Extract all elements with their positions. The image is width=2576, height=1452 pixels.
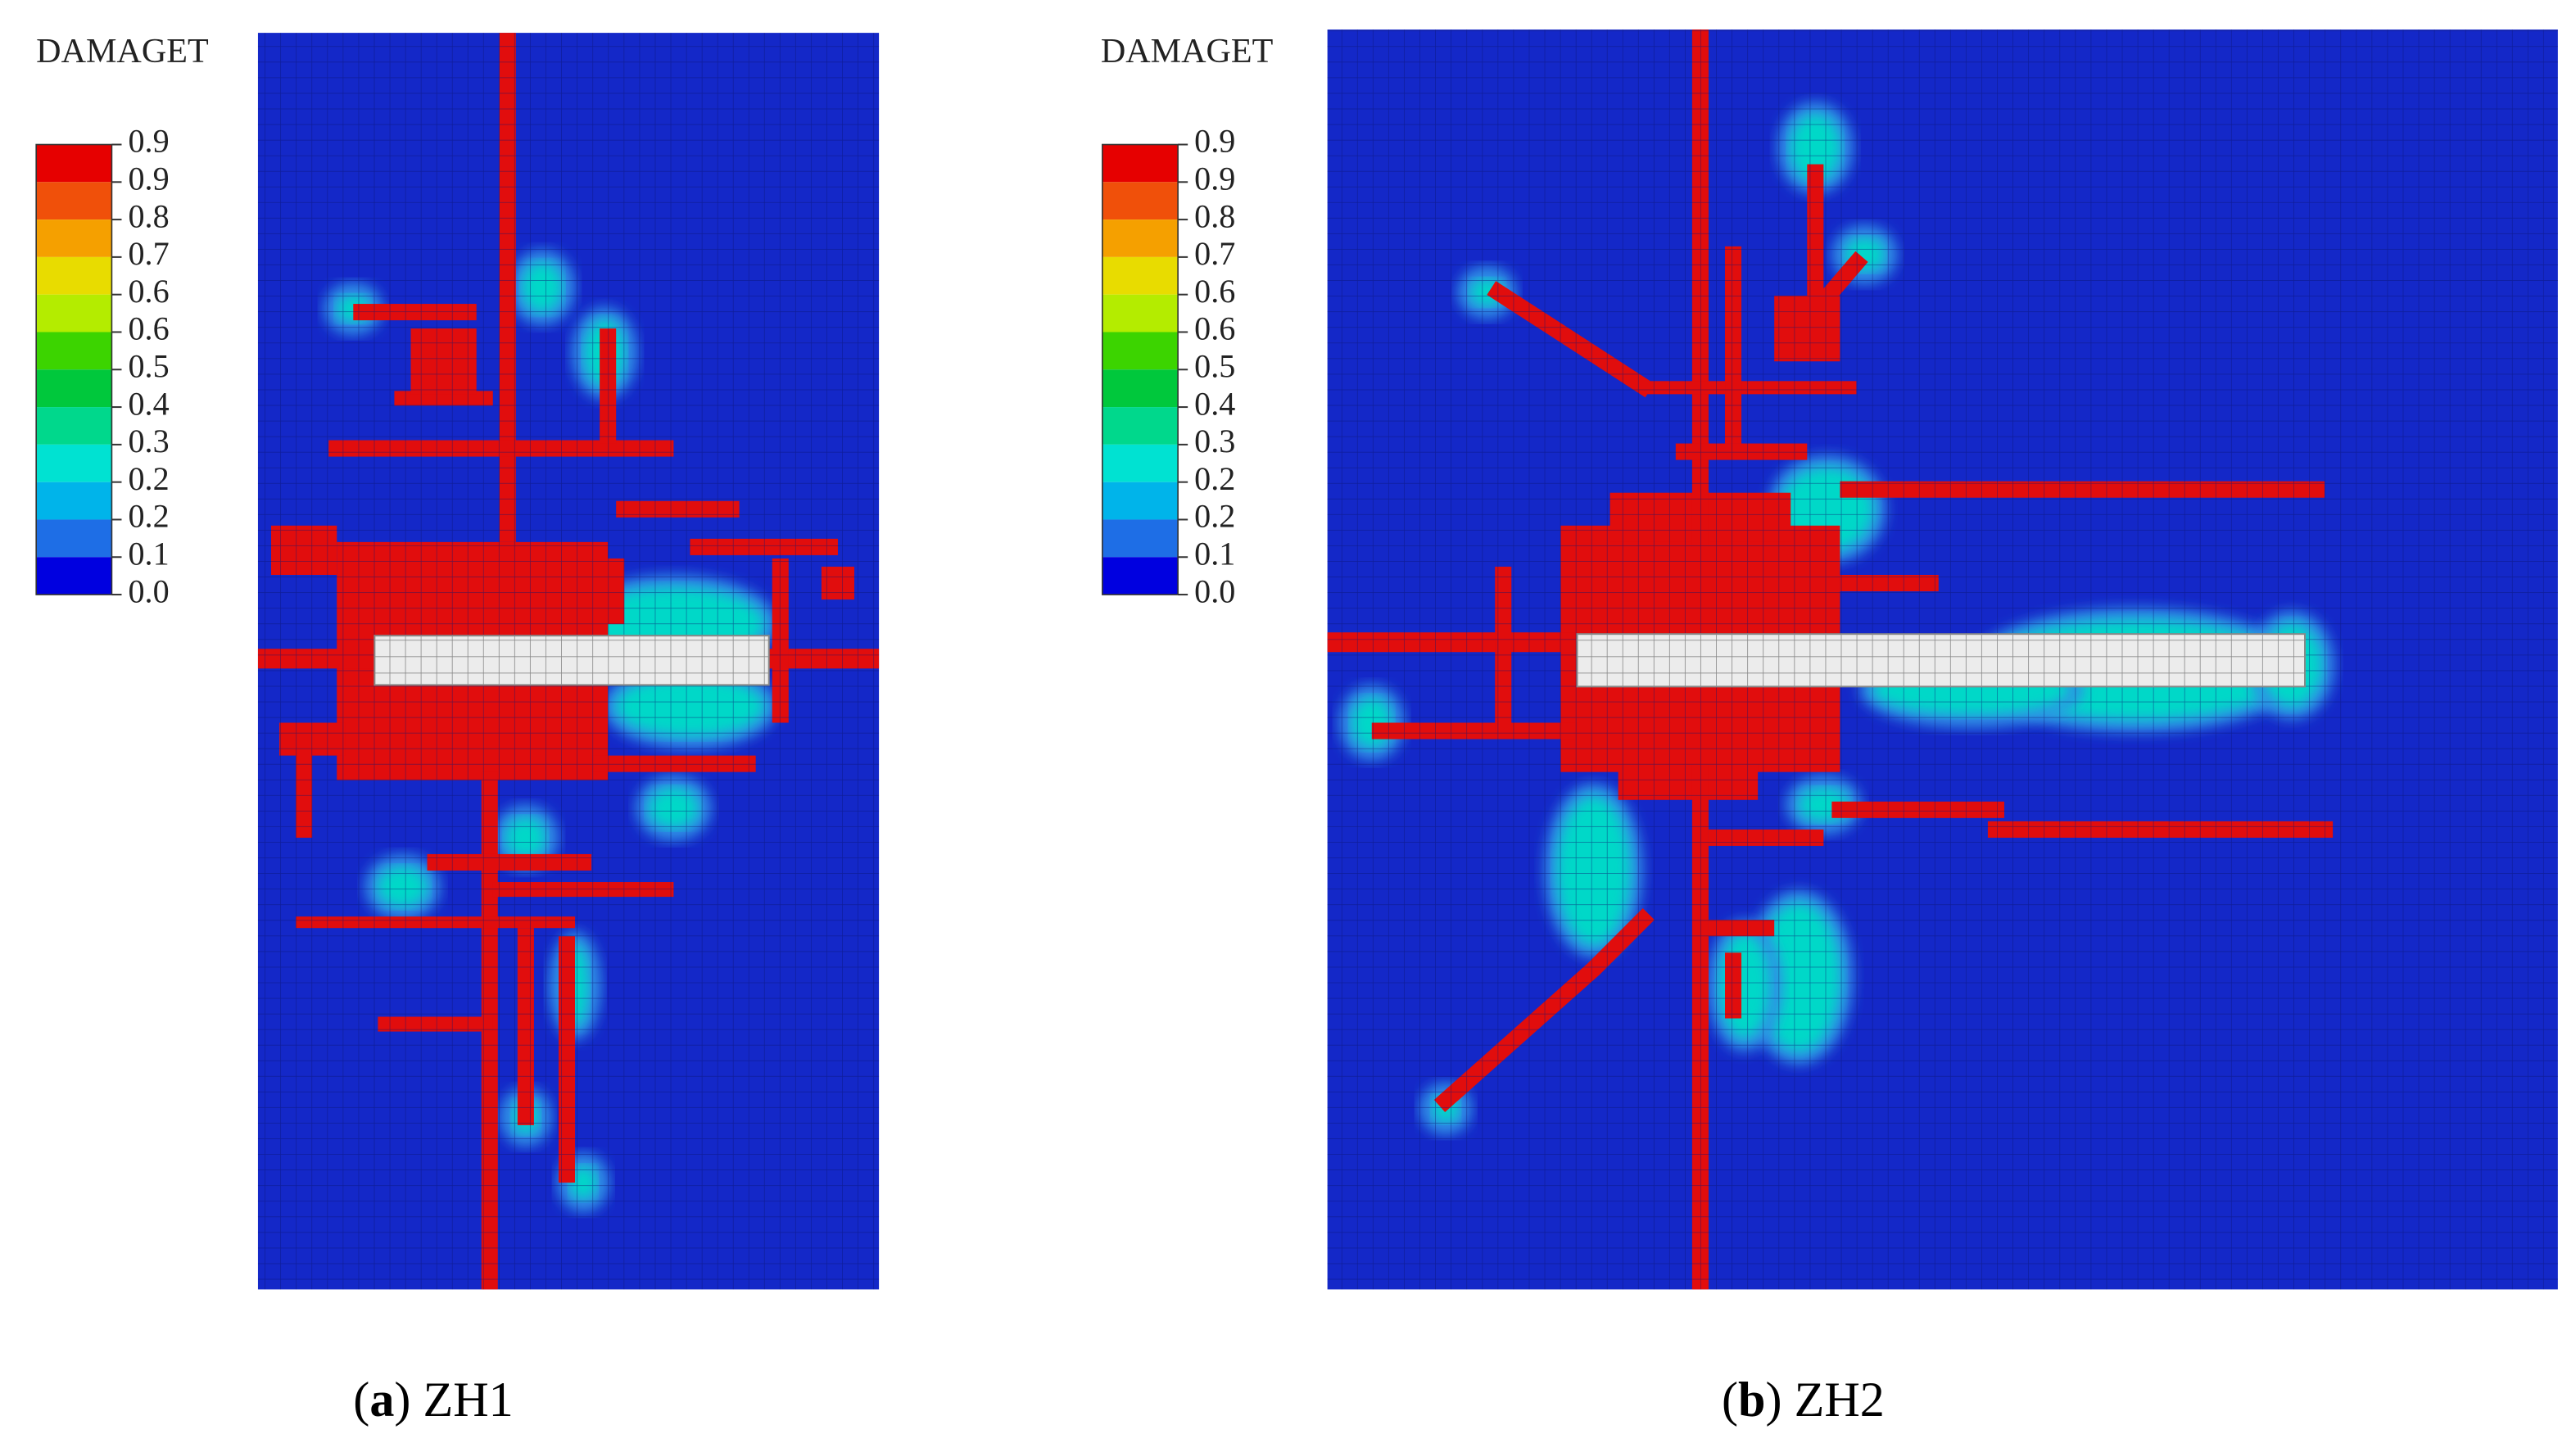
legend-label: 0.0 <box>129 572 170 609</box>
legend-label: 0.2 <box>1194 498 1235 535</box>
legend-label: 0.6 <box>129 273 170 310</box>
legend-label: 0.0 <box>1194 572 1235 609</box>
legend-swatch <box>1102 294 1179 332</box>
legend-label: 0.9 <box>1194 123 1235 160</box>
legend-swatch <box>1102 182 1179 220</box>
legend-label: 0.1 <box>129 535 170 572</box>
legend-label: 0.6 <box>1194 310 1235 347</box>
legend-swatch <box>36 557 112 595</box>
legend-label: 0.7 <box>129 235 170 272</box>
legend-swatch <box>36 482 112 520</box>
legend-label: 0.9 <box>1194 160 1235 197</box>
caption-prefix: ( <box>353 1373 369 1427</box>
legend-label: 0.7 <box>1194 235 1235 272</box>
legend-swatch <box>36 256 112 295</box>
legend-swatch <box>36 144 112 183</box>
legend-swatch <box>36 219 112 257</box>
legend-swatch <box>36 407 112 445</box>
legend-swatch <box>1102 256 1179 295</box>
legend-label: 0.9 <box>129 160 170 197</box>
legend-label: 0.3 <box>1194 423 1235 459</box>
legend-swatch <box>1102 482 1179 520</box>
caption-prefix: ( <box>1722 1373 1738 1427</box>
legend-label: 0.2 <box>129 498 170 535</box>
legend-label: 0.4 <box>129 385 170 422</box>
panel: DAMAGET0.90.90.80.70.60.60.50.40.30.20.2… <box>1101 29 2558 1427</box>
legend-label: 0.9 <box>129 123 170 160</box>
caption-label: a <box>369 1373 394 1427</box>
legend-swatch <box>1102 219 1179 257</box>
pile-mesh <box>1576 633 2307 688</box>
legend-swatch <box>36 182 112 220</box>
caption: (b) ZH2 <box>1722 1373 1885 1427</box>
legend-label: 0.2 <box>1194 460 1235 497</box>
caption-text: ) ZH2 <box>1766 1373 1885 1427</box>
legend-swatch <box>1102 144 1179 183</box>
caption-text: ) ZH1 <box>394 1373 513 1427</box>
caption: (a) ZH1 <box>353 1373 513 1427</box>
legend-label: 0.8 <box>1194 197 1235 234</box>
legend-label: 0.2 <box>129 460 170 497</box>
figure-body: DAMAGET0.90.90.80.70.60.60.50.40.30.20.2… <box>35 29 2558 1427</box>
legend-label: 0.5 <box>1194 347 1235 384</box>
legend-title: DAMAGET <box>1101 32 1274 70</box>
pile-mesh <box>373 635 770 686</box>
legend-swatch <box>1102 444 1179 482</box>
legend-label: 0.1 <box>1194 535 1235 572</box>
legend-label: 0.4 <box>1194 385 1235 422</box>
legend-label: 0.3 <box>129 423 170 459</box>
legend-swatch <box>1102 557 1179 595</box>
caption-label: b <box>1738 1373 1765 1427</box>
legend-swatch <box>1102 369 1179 408</box>
legend-swatch <box>36 369 112 408</box>
legend-label: 0.5 <box>129 347 170 384</box>
legend-swatch <box>1102 519 1179 558</box>
legend-swatch <box>36 444 112 482</box>
legend-swatch <box>36 519 112 558</box>
legend-swatch <box>1102 332 1179 370</box>
legend-label: 0.6 <box>1194 273 1235 310</box>
legend-swatch <box>36 332 112 370</box>
legend-title: DAMAGET <box>36 32 209 70</box>
panel: DAMAGET0.90.90.80.70.60.60.50.40.30.20.2… <box>35 32 880 1427</box>
legend-swatch <box>1102 407 1179 445</box>
legend-label: 0.8 <box>129 197 170 234</box>
legend-label: 0.6 <box>129 310 170 347</box>
legend-swatch <box>36 294 112 332</box>
